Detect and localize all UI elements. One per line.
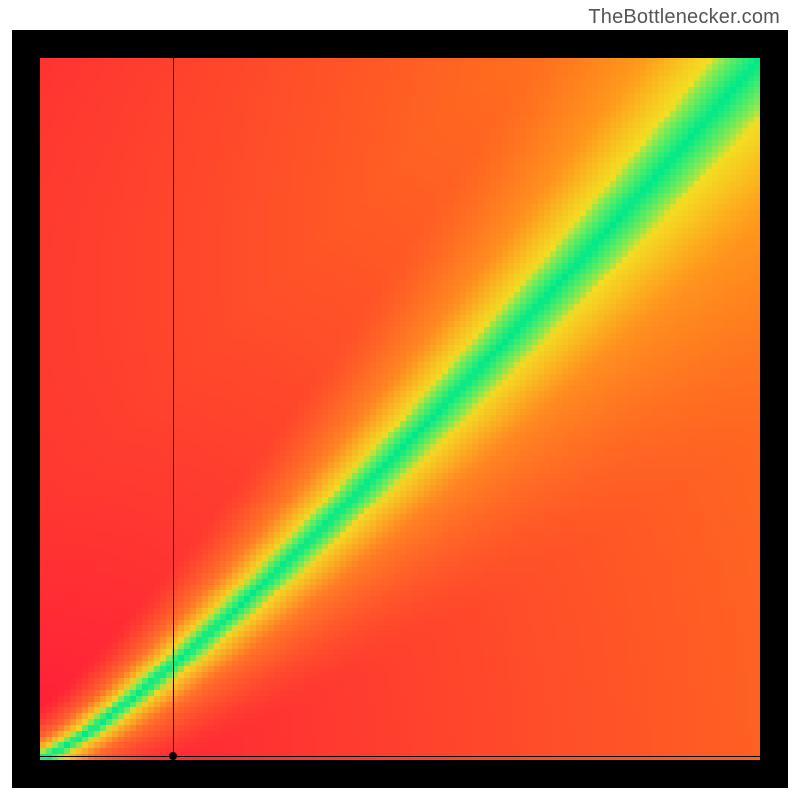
plot-inner <box>40 58 760 760</box>
marker-dot <box>169 752 177 760</box>
plot-area <box>12 30 788 788</box>
heatmap-canvas <box>40 58 760 760</box>
crosshair-vertical <box>173 58 174 760</box>
watermark: TheBottlenecker.com <box>588 6 780 29</box>
crosshair-horizontal <box>40 756 760 757</box>
